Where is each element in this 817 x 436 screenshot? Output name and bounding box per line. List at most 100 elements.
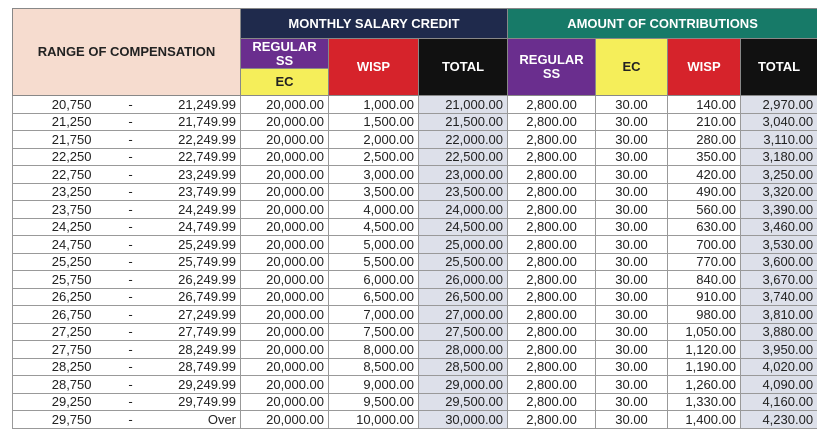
table-row: 22,250-22,749.99 20,000.00 2,500.00 22,500.… bbox=[12, 147, 817, 166]
msc-regular: 20,000.00 bbox=[240, 200, 329, 219]
con-wisp: 1,260.00 bbox=[667, 375, 742, 394]
con-ec: 30.00 bbox=[595, 392, 669, 411]
msc-total: 25,500.00 bbox=[417, 252, 509, 271]
range-to: 28,249.99 bbox=[155, 340, 241, 359]
con-regular: 2,800.00 bbox=[507, 392, 597, 411]
con-wisp: 630.00 bbox=[667, 217, 742, 236]
msc-regular: 20,000.00 bbox=[240, 357, 329, 376]
msc-wisp: 6,000.00 bbox=[328, 270, 419, 289]
range-to: Over bbox=[155, 410, 241, 429]
con-ec: 30.00 bbox=[595, 130, 669, 149]
msc-regular: 20,000.00 bbox=[240, 182, 329, 201]
con-regular: 2,800.00 bbox=[507, 410, 597, 429]
table-row: 26,250-26,749.99 20,000.00 6,500.00 26,500.… bbox=[12, 287, 817, 306]
con-wisp: 280.00 bbox=[667, 130, 742, 149]
con-ec: 30.00 bbox=[595, 305, 669, 324]
con-regular: 2,800.00 bbox=[507, 305, 597, 324]
range-to: 26,249.99 bbox=[155, 270, 241, 289]
msc-regular: 20,000.00 bbox=[240, 392, 329, 411]
range-from: 21,250 bbox=[12, 112, 106, 131]
range-from: 27,750 bbox=[12, 340, 106, 359]
con-regular: 2,800.00 bbox=[507, 235, 597, 254]
con-total: 3,460.00 bbox=[740, 217, 817, 236]
con-ec: 30.00 bbox=[595, 200, 669, 219]
con-regular: 2,800.00 bbox=[507, 340, 597, 359]
con-regular: 2,800.00 bbox=[507, 95, 597, 114]
range-from: 22,750 bbox=[12, 165, 106, 184]
msc-regular: 20,000.00 bbox=[240, 147, 329, 166]
range-from: 23,750 bbox=[12, 200, 106, 219]
range-dash: - bbox=[105, 305, 156, 324]
con-ec: 30.00 bbox=[595, 112, 669, 131]
range-to: 22,749.99 bbox=[155, 147, 241, 166]
range-from: 25,750 bbox=[12, 270, 106, 289]
msc-wisp: 9,500.00 bbox=[328, 392, 419, 411]
msc-wisp: 3,000.00 bbox=[328, 165, 419, 184]
msc-wisp: 5,500.00 bbox=[328, 252, 419, 271]
table-row: 24,250-24,749.99 20,000.00 4,500.00 24,500.… bbox=[12, 217, 817, 236]
con-regular: 2,800.00 bbox=[507, 112, 597, 131]
msc-regular: 20,000.00 bbox=[240, 322, 329, 341]
table-row: 21,250-21,749.99 20,000.00 1,500.00 21,500.… bbox=[12, 112, 817, 131]
con-ec-header: EC bbox=[595, 38, 669, 96]
msc-regular: 20,000.00 bbox=[240, 287, 329, 306]
msc-wisp: 4,500.00 bbox=[328, 217, 419, 236]
msc-total: 21,000.00 bbox=[417, 95, 509, 114]
msc-wisp: 8,500.00 bbox=[328, 357, 419, 376]
con-regular: 2,800.00 bbox=[507, 322, 597, 341]
con-regular: 2,800.00 bbox=[507, 165, 597, 184]
table-row: 29,250-29,749.99 20,000.00 9,500.00 29,500.… bbox=[12, 392, 817, 411]
msc-wisp: 1,500.00 bbox=[328, 112, 419, 131]
con-total: 3,880.00 bbox=[740, 322, 817, 341]
con-total: 3,390.00 bbox=[740, 200, 817, 219]
range-from: 21,750 bbox=[12, 130, 106, 149]
con-regular: 2,800.00 bbox=[507, 287, 597, 306]
range-from: 22,250 bbox=[12, 147, 106, 166]
con-ec: 30.00 bbox=[595, 95, 669, 114]
table-row: 23,750-24,249.99 20,000.00 4,000.00 24,000.… bbox=[12, 200, 817, 219]
con-ec: 30.00 bbox=[595, 410, 669, 429]
con-wisp: 980.00 bbox=[667, 305, 742, 324]
range-header: RANGE OF COMPENSATION bbox=[12, 8, 241, 96]
con-wisp: 1,330.00 bbox=[667, 392, 742, 411]
range-to: 23,249.99 bbox=[155, 165, 241, 184]
range-from: 26,250 bbox=[12, 287, 106, 306]
msc-regular-header: REGULAR SS bbox=[240, 38, 329, 69]
msc-wisp: 9,000.00 bbox=[328, 375, 419, 394]
range-to: 21,749.99 bbox=[155, 112, 241, 131]
range-dash: - bbox=[105, 217, 156, 236]
msc-wisp: 3,500.00 bbox=[328, 182, 419, 201]
range-dash: - bbox=[105, 147, 156, 166]
con-ec: 30.00 bbox=[595, 375, 669, 394]
con-ec: 30.00 bbox=[595, 287, 669, 306]
range-to: 26,749.99 bbox=[155, 287, 241, 306]
table-row: 22,750-23,249.99 20,000.00 3,000.00 23,000.… bbox=[12, 165, 817, 184]
con-wisp: 210.00 bbox=[667, 112, 742, 131]
con-regular: 2,800.00 bbox=[507, 182, 597, 201]
msc-total: 26,500.00 bbox=[417, 287, 509, 306]
msc-regular: 20,000.00 bbox=[240, 375, 329, 394]
table-body: 20,750-21,249.99 20,000.00 1,000.00 21,000.… bbox=[12, 95, 817, 429]
con-ec: 30.00 bbox=[595, 217, 669, 236]
con-regular: 2,800.00 bbox=[507, 252, 597, 271]
msc-regular: 20,000.00 bbox=[240, 340, 329, 359]
con-total: 4,160.00 bbox=[740, 392, 817, 411]
range-to: 22,249.99 bbox=[155, 130, 241, 149]
con-wisp: 770.00 bbox=[667, 252, 742, 271]
con-ec: 30.00 bbox=[595, 235, 669, 254]
con-total: 3,950.00 bbox=[740, 340, 817, 359]
msc-total: 27,000.00 bbox=[417, 305, 509, 324]
range-from: 29,250 bbox=[12, 392, 106, 411]
con-ec: 30.00 bbox=[595, 182, 669, 201]
con-regular: 2,800.00 bbox=[507, 357, 597, 376]
con-total: 3,810.00 bbox=[740, 305, 817, 324]
con-regular: 2,800.00 bbox=[507, 217, 597, 236]
range-to: 25,249.99 bbox=[155, 235, 241, 254]
msc-wisp: 1,000.00 bbox=[328, 95, 419, 114]
msc-wisp-header: WISP bbox=[328, 38, 419, 96]
con-wisp: 560.00 bbox=[667, 200, 742, 219]
con-wisp: 350.00 bbox=[667, 147, 742, 166]
con-ec: 30.00 bbox=[595, 270, 669, 289]
con-ec: 30.00 bbox=[595, 165, 669, 184]
